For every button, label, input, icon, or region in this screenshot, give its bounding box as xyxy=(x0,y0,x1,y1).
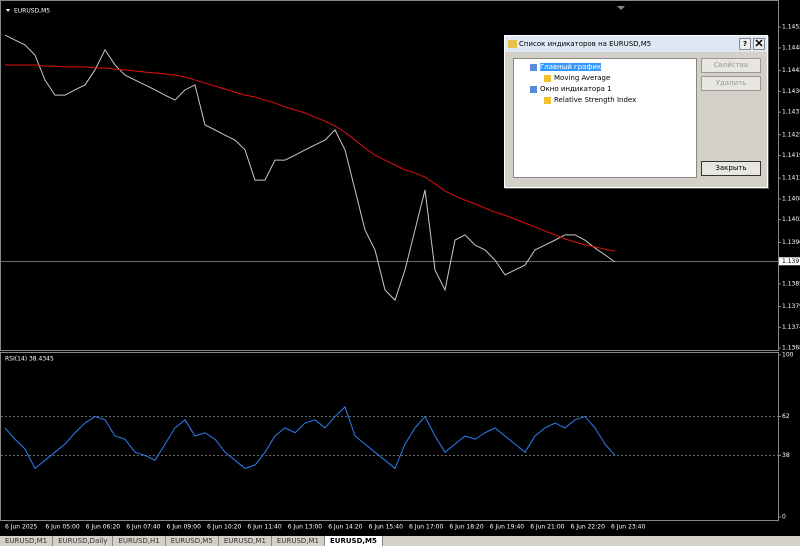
close-dialog-button[interactable]: Закрыть xyxy=(701,161,761,176)
x-tick-label: 6 Jun 15:40 xyxy=(369,524,403,531)
y-tick-label: 1.14135 xyxy=(782,175,800,182)
y-tick-label: 1.14195 xyxy=(782,152,800,159)
x-tick-label: 6 Jun 09:00 xyxy=(167,524,201,531)
x-tick-label: 6 Jun 21:00 xyxy=(530,524,564,531)
y-tick-label: 1.14080 xyxy=(782,195,800,202)
indicator-tree: Главный график Moving Average Окно индик… xyxy=(513,58,697,178)
tab[interactable]: EURUSD,M1 xyxy=(219,536,272,546)
tree-label: Relative Strength Index xyxy=(554,96,637,104)
y-tick-label: 1.13685 xyxy=(782,345,800,352)
dialog-icon xyxy=(508,40,517,48)
x-tick-label: 6 Jun 18:20 xyxy=(449,524,483,531)
x-tick-label: 6 Jun 14:20 xyxy=(328,524,362,531)
y-tick-label: 100 xyxy=(782,352,794,359)
y-tick-label: 1.13965 xyxy=(782,239,800,246)
dialog-title: Список индикаторов на EURUSD,M5 xyxy=(519,40,652,48)
y-tick-label: 0 xyxy=(782,514,786,521)
series-line xyxy=(4,34,616,302)
tree-node[interactable]: Окно индикатора 1 xyxy=(530,85,612,94)
close-icon xyxy=(755,39,763,47)
x-tick-label: 6 Jun 2025 xyxy=(5,524,37,531)
x-tick-label: 6 Jun 11:40 xyxy=(247,524,281,531)
current-price-box xyxy=(779,257,800,266)
panel-title: RSI(14) 38.4345 xyxy=(5,356,54,363)
symbol-label: EURUSD,M5 xyxy=(14,8,50,15)
y-tick-label: 38 xyxy=(782,452,790,459)
tree-node[interactable]: Главный график xyxy=(530,63,602,72)
tab[interactable]: EURUSD,H1 xyxy=(113,536,166,546)
main-panel xyxy=(0,0,779,351)
indicator-dialog: Список индикаторов на EURUSD,M5 ? Главны… xyxy=(504,35,768,188)
y-tick-label: 1.14250 xyxy=(782,131,800,138)
tab[interactable]: EURUSD,M1 xyxy=(0,536,54,546)
delete-button[interactable]: Удалить xyxy=(701,76,761,91)
x-tick-label: 6 Jun 17:00 xyxy=(409,524,443,531)
properties-button[interactable]: Свойства xyxy=(701,58,761,73)
x-tick-label: 6 Jun 13:00 xyxy=(288,524,322,531)
tab[interactable]: EURUSD,M5 xyxy=(325,536,383,546)
tree-label: Moving Average xyxy=(554,74,611,82)
tab-bar: EURUSD,M1 EURUSD,Daily EURUSD,H1 EURUSD,M5 E… xyxy=(0,536,800,546)
rsi-panel xyxy=(0,352,779,521)
y-tick-label: 1.13855 xyxy=(782,280,800,287)
y-tick-label: 1.14535 xyxy=(782,24,800,31)
y-tick-label: 1.14310 xyxy=(782,109,800,116)
y-tick-label: 1.13795 xyxy=(782,303,800,310)
y-tick-label: 1.13740 xyxy=(782,324,800,331)
tab[interactable]: EURUSD,Daily xyxy=(53,536,114,546)
tree-label: Окно индикатора 1 xyxy=(540,85,612,93)
tree-label: Главный график xyxy=(540,63,602,71)
y-tick-label: 1.14480 xyxy=(782,44,800,51)
series-line xyxy=(5,64,616,252)
y-tick-label: 1.14025 xyxy=(782,216,800,223)
x-tick-label: 6 Jun 23:40 xyxy=(611,524,645,531)
series-line xyxy=(4,405,616,470)
x-tick-label: 6 Jun 05:00 xyxy=(45,524,79,531)
y-tick-label: 62 xyxy=(782,413,790,420)
x-tick-label: 6 Jun 22:20 xyxy=(571,524,605,531)
menu-arrow[interactable] xyxy=(6,9,10,12)
tab[interactable]: EURUSD,M5 xyxy=(166,536,219,546)
close-button[interactable] xyxy=(753,38,765,50)
x-tick-label: 6 Jun 06:20 xyxy=(86,524,120,531)
tab[interactable]: EURUSD,M1 xyxy=(272,536,325,546)
tree-node[interactable]: Moving Average xyxy=(544,74,610,83)
tree-node[interactable]: Relative Strength Index xyxy=(544,96,636,105)
y-tick-label: 1.14420 xyxy=(782,67,800,74)
x-tick-label: 6 Jun 07:40 xyxy=(126,524,160,531)
shift-marker xyxy=(617,6,625,10)
x-tick-label: 6 Jun 19:40 xyxy=(490,524,524,531)
dialog-caption: Список индикаторов на EURUSD,M5 ? xyxy=(505,36,767,52)
x-tick-label: 6 Jun 10:20 xyxy=(207,524,241,531)
help-button[interactable]: ? xyxy=(739,38,751,50)
current-price-label: 1.13915 xyxy=(782,258,800,265)
y-tick-label: 1.14365 xyxy=(782,88,800,95)
